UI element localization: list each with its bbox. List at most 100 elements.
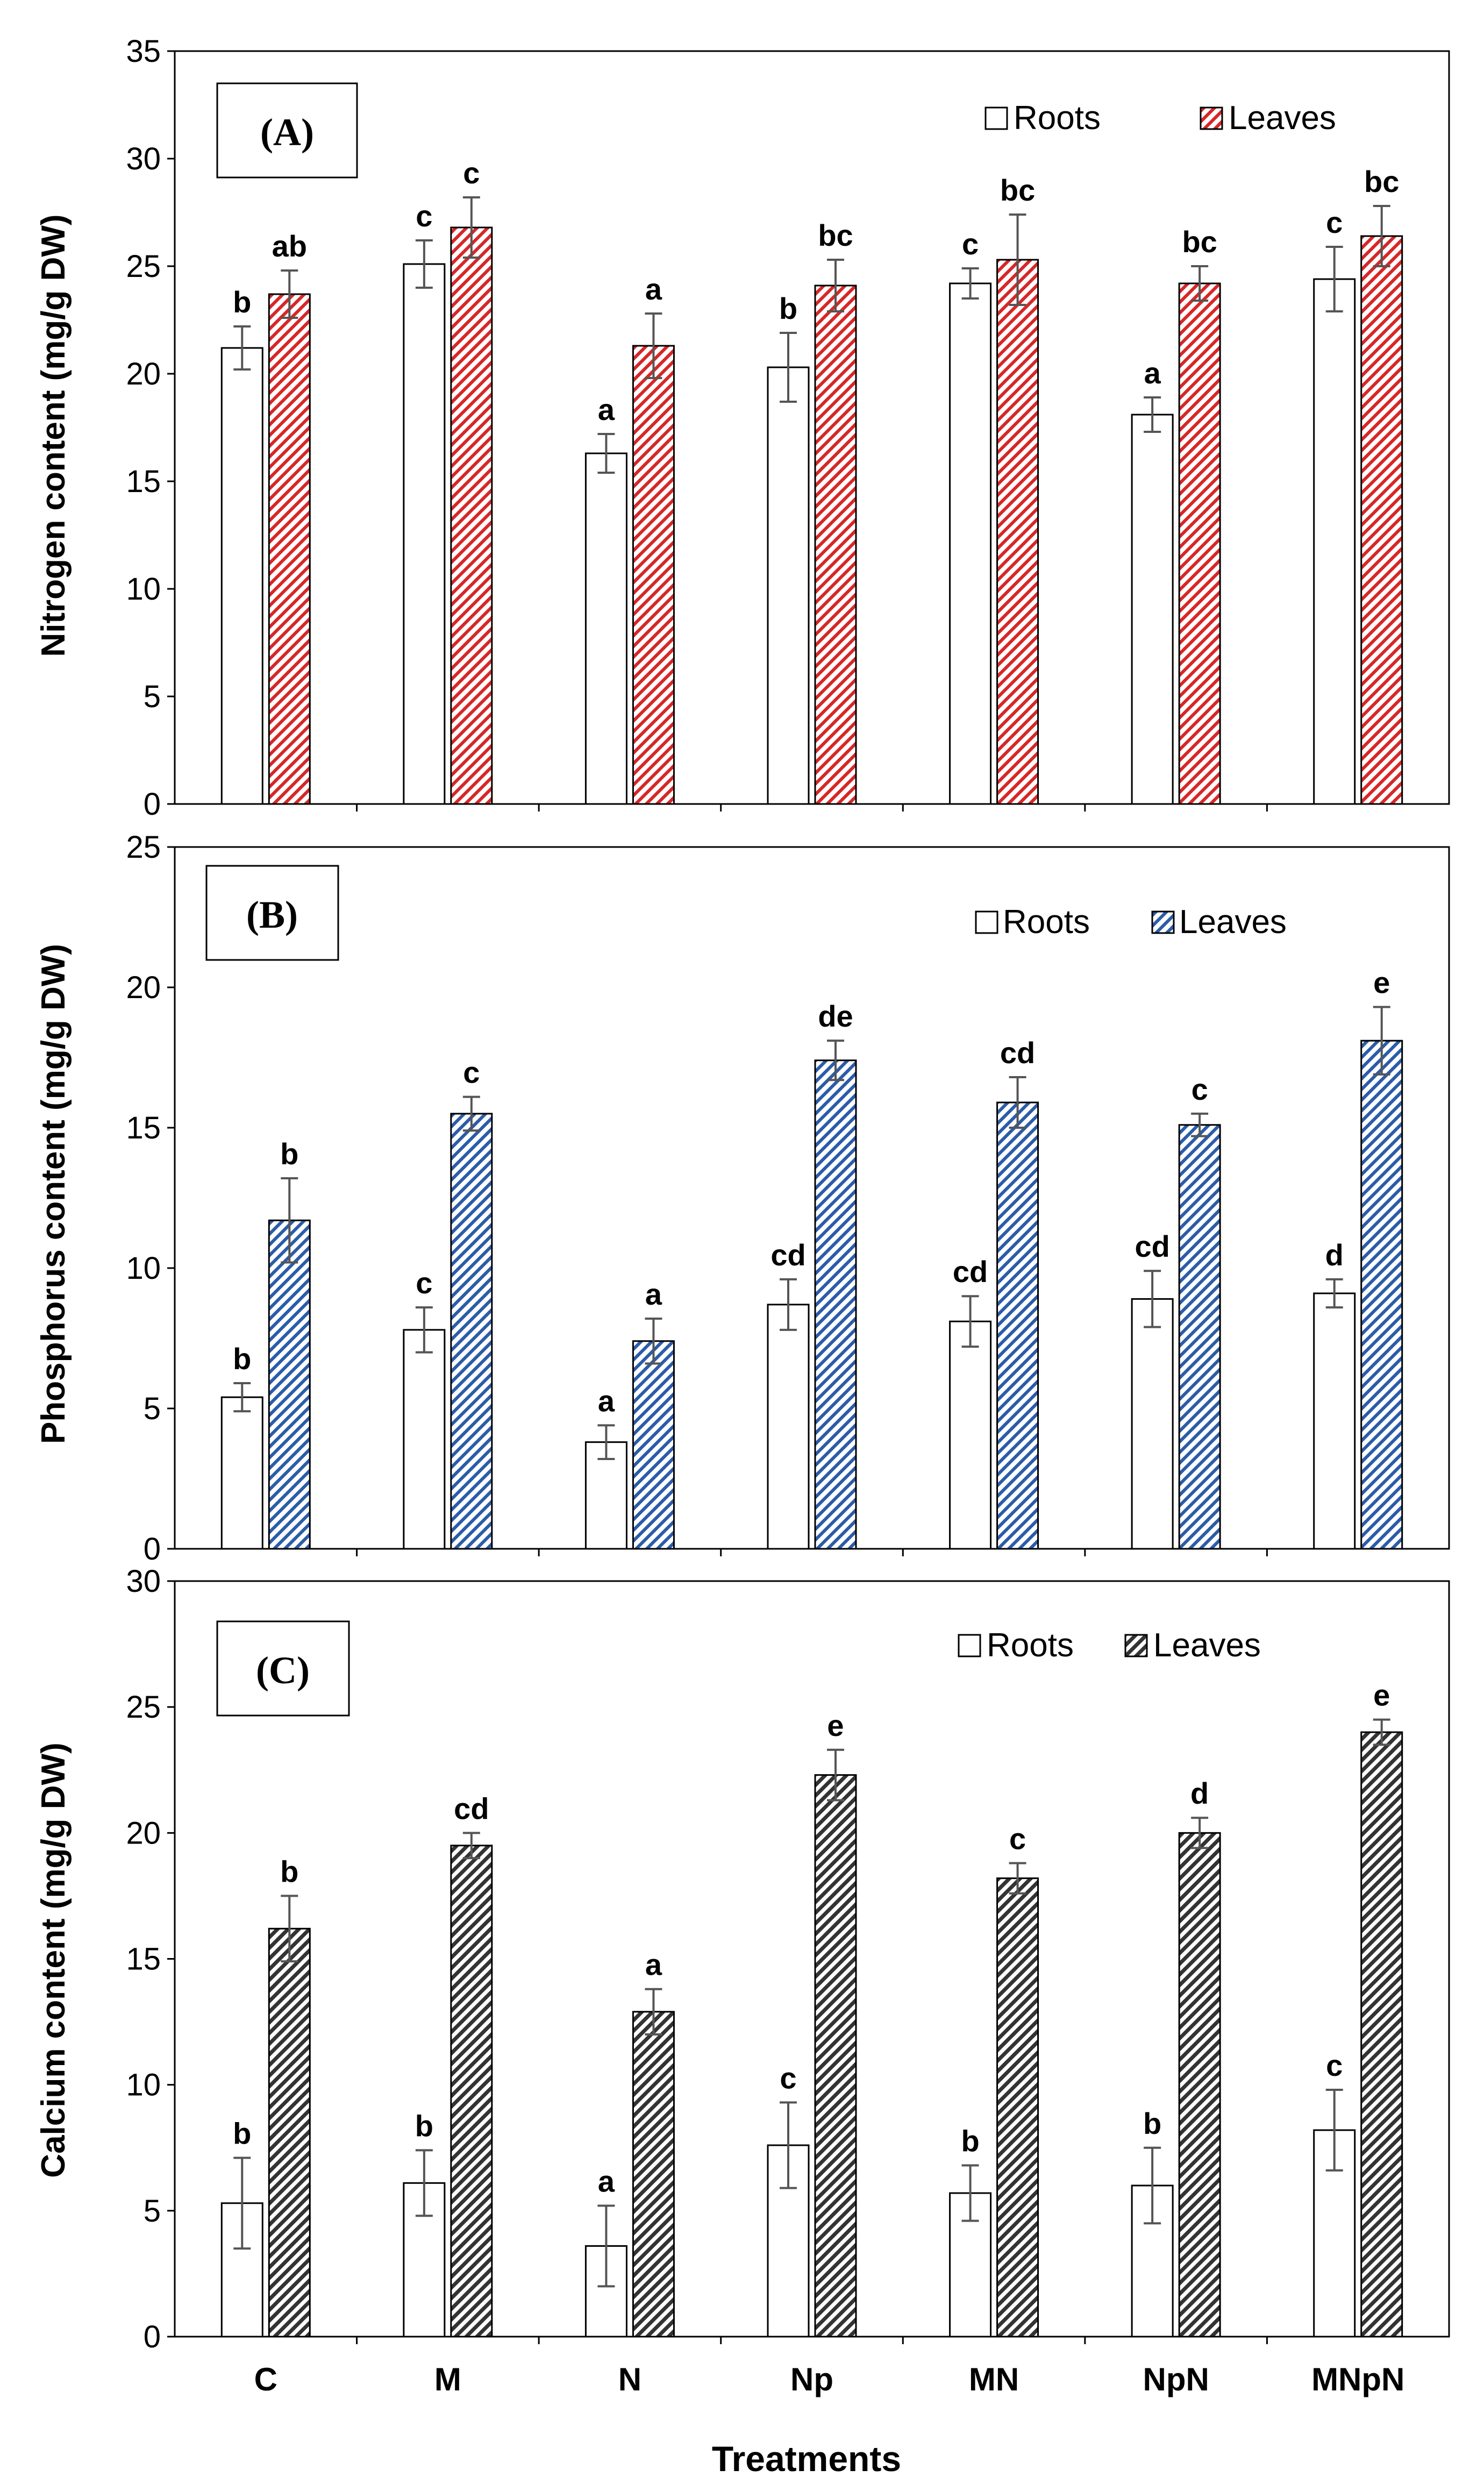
y-tick-label: 25 bbox=[126, 830, 161, 865]
bar-roots-np bbox=[767, 366, 810, 805]
significance-label: a bbox=[645, 1277, 662, 1311]
significance-label: c bbox=[1326, 2048, 1343, 2082]
legend-roots-swatch bbox=[975, 910, 998, 934]
significance-label: cd bbox=[454, 1791, 489, 1825]
bar-leaves-c bbox=[268, 1219, 311, 1550]
significance-label: d bbox=[1190, 1776, 1209, 1810]
bar-roots-c bbox=[220, 347, 263, 805]
significance-label: b bbox=[233, 1342, 251, 1376]
bar-leaves-n bbox=[632, 2011, 675, 2338]
significance-label: b bbox=[280, 1854, 298, 1888]
bar-roots-npn bbox=[1131, 414, 1174, 805]
significance-label: cd bbox=[770, 1238, 805, 1272]
panel-calcium: Calcium content (mg/g DW) (C) Roots Leav… bbox=[35, 1564, 1450, 2397]
y-tick-label: 10 bbox=[126, 1251, 161, 1286]
significance-label: e bbox=[827, 1709, 844, 1742]
x-tick-label: MN bbox=[969, 2361, 1019, 2397]
panel-label: (B) bbox=[246, 893, 298, 936]
bar-leaves-mn bbox=[996, 259, 1039, 805]
legend-roots-swatch bbox=[984, 106, 1008, 130]
significance-label: a bbox=[1144, 356, 1161, 390]
significance-label: bc bbox=[1364, 165, 1399, 198]
bar-leaves-npn bbox=[1178, 1832, 1221, 2338]
significance-label: c bbox=[1009, 1822, 1026, 1856]
y-tick-label: 5 bbox=[144, 2194, 161, 2229]
bar-leaves-npn bbox=[1178, 1124, 1221, 1550]
y-axis-label: Phosphorus content (mg/g DW) bbox=[35, 944, 72, 1444]
significance-label: a bbox=[645, 1948, 662, 1982]
plot-frame bbox=[174, 50, 1450, 805]
bar-roots-mnpn bbox=[1313, 1292, 1356, 1550]
significance-label: a bbox=[598, 1384, 615, 1418]
bar-roots-npn bbox=[1131, 1298, 1174, 1550]
bar-leaves-np bbox=[814, 284, 857, 805]
significance-label: bc bbox=[818, 218, 853, 252]
legend: Roots Leaves bbox=[984, 99, 1336, 137]
y-tick-label: 5 bbox=[144, 1391, 161, 1426]
bar-leaves-n bbox=[632, 1340, 675, 1550]
panel-nitrogen: Nitrogen content (mg/g DW) (A) Roots Lea… bbox=[35, 34, 1450, 822]
significance-label: b bbox=[779, 291, 797, 325]
bar-leaves-mn bbox=[996, 1101, 1039, 1550]
panel-phosphorus: Phosphorus content (mg/g DW) (B) Roots L… bbox=[35, 830, 1450, 1567]
bar-leaves-c bbox=[268, 293, 311, 805]
significance-label: c bbox=[463, 1056, 480, 1090]
bar-leaves-m bbox=[450, 226, 493, 805]
bar-leaves-npn bbox=[1178, 282, 1221, 805]
y-tick-label: 10 bbox=[126, 2068, 161, 2103]
bar-leaves-mn bbox=[996, 1877, 1039, 2338]
bar-leaves-n bbox=[632, 345, 675, 805]
panel-label: (C) bbox=[256, 1649, 310, 1692]
plot-frame bbox=[174, 846, 1450, 1550]
y-tick-label: 5 bbox=[144, 679, 161, 714]
panel-label: (A) bbox=[260, 111, 314, 154]
bar-roots-m bbox=[403, 263, 446, 805]
significance-label: c bbox=[416, 199, 432, 233]
bar-roots-mn bbox=[949, 1320, 992, 1550]
y-tick-label: 0 bbox=[144, 2319, 161, 2354]
y-tick-label: 10 bbox=[126, 572, 161, 607]
legend-leaves-swatch bbox=[1200, 106, 1223, 130]
significance-label: c bbox=[1326, 205, 1343, 239]
significance-label: e bbox=[1373, 966, 1390, 1000]
y-tick-label: 30 bbox=[126, 141, 161, 176]
significance-label: bc bbox=[1000, 173, 1035, 207]
y-axis-label: Nitrogen content (mg/g DW) bbox=[35, 214, 72, 657]
y-tick-label: 35 bbox=[126, 34, 161, 69]
legend: Roots Leaves bbox=[958, 1627, 1261, 1664]
legend-roots-label: Roots bbox=[1003, 903, 1090, 941]
y-axis-label: Calcium content (mg/g DW) bbox=[35, 1742, 72, 2177]
panel-label-box bbox=[216, 82, 358, 179]
y-tick-label: 15 bbox=[126, 464, 161, 499]
y-tick-label: 0 bbox=[144, 1532, 161, 1567]
y-tick-label: 30 bbox=[126, 1564, 161, 1599]
bar-roots-np bbox=[767, 2144, 810, 2338]
y-tick-label: 0 bbox=[144, 787, 161, 822]
x-tick-label: MNpN bbox=[1311, 2361, 1404, 2397]
significance-label: de bbox=[818, 999, 853, 1033]
significance-label: a bbox=[598, 2164, 615, 2198]
significance-label: b bbox=[233, 2116, 251, 2150]
significance-label: b bbox=[233, 285, 251, 319]
significance-label: a bbox=[598, 393, 615, 426]
x-axis-label: Treatments bbox=[712, 2439, 901, 2479]
bar-roots-m bbox=[403, 1329, 446, 1550]
legend-leaves-label: Leaves bbox=[1153, 1627, 1261, 1664]
significance-label: cd bbox=[1000, 1036, 1035, 1070]
significance-label: b bbox=[961, 2124, 979, 2158]
plot-frame bbox=[174, 1580, 1450, 2338]
bar-roots-c bbox=[220, 1396, 263, 1550]
significance-label: c bbox=[463, 156, 480, 190]
legend-roots-swatch bbox=[958, 1634, 981, 1657]
legend: Roots Leaves bbox=[975, 903, 1287, 941]
significance-label: c bbox=[1192, 1072, 1208, 1106]
bar-leaves-c bbox=[268, 1927, 311, 2338]
y-tick-label: 25 bbox=[126, 249, 161, 284]
y-tick-label: 25 bbox=[126, 1690, 161, 1725]
y-tick-label: 15 bbox=[126, 1111, 161, 1145]
bar-leaves-np bbox=[814, 1774, 857, 2338]
significance-label: cd bbox=[1135, 1229, 1169, 1263]
x-tick-label: Np bbox=[790, 2361, 833, 2397]
bar-leaves-m bbox=[450, 1845, 493, 2338]
significance-label: cd bbox=[953, 1255, 988, 1289]
